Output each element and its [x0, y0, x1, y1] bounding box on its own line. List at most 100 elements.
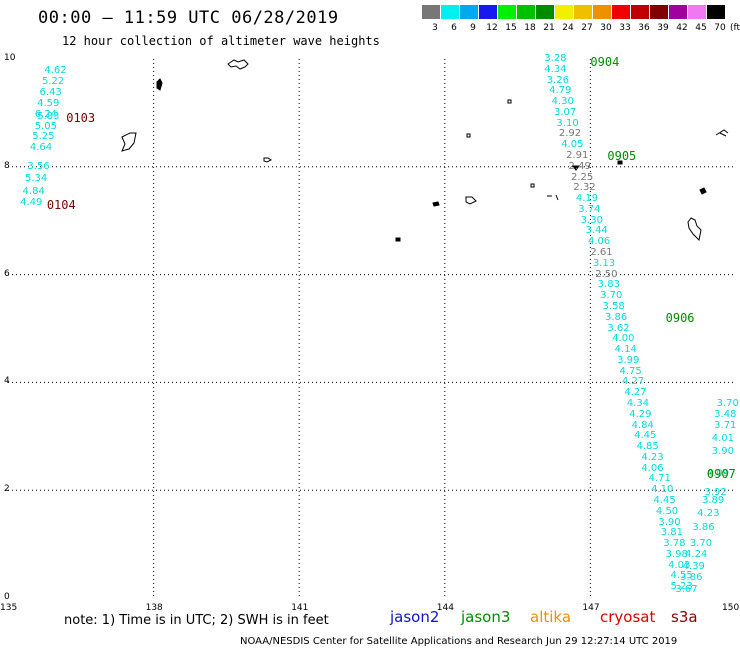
island: [121, 132, 137, 152]
credit-line: NOAA/NESDIS Center for Satellite Applica…: [240, 636, 678, 647]
lon-tick-label: 141: [291, 603, 309, 613]
wave-height-label: 3.62: [607, 322, 630, 334]
wave-height-label: 3.86: [604, 311, 628, 323]
scale-label: 42: [676, 23, 688, 33]
wave-height-label: 4.14: [614, 344, 637, 356]
wave-height-label: 4.62: [44, 64, 67, 76]
scale-swatch: [479, 5, 497, 19]
wave-height-label: 3.30: [580, 214, 603, 226]
wave-height-label: 4.29: [629, 408, 652, 420]
wave-height-label: 4.01: [711, 432, 734, 444]
scale-swatch: [612, 5, 630, 19]
wave-height-label: 4.30: [551, 96, 574, 108]
mission-legend-item: cryosat: [600, 608, 656, 626]
wave-height-label: 5.25: [32, 131, 55, 143]
mission-legend-item: jason3: [461, 608, 511, 626]
pass-label: 0906: [665, 310, 695, 325]
wave-height-label: 4.45: [653, 494, 676, 506]
wave-height-label: 4.27: [621, 376, 645, 388]
wave-height-label: 3.92: [704, 486, 727, 498]
scale-label: 39: [657, 23, 669, 33]
island: [466, 133, 471, 138]
lat-tick-label: 2: [4, 484, 10, 495]
scale-swatch: [631, 5, 649, 19]
mission-legend-item: jason2: [390, 608, 440, 626]
wave-height-label: 3.81: [660, 527, 684, 539]
wave-height-label: 5.23: [670, 581, 693, 593]
wave-height-label: 2.92: [558, 128, 582, 140]
wave-height-label: 4.34: [626, 397, 650, 409]
scale-swatch: [441, 5, 459, 19]
scale-label: 33: [619, 23, 631, 33]
wave-height-label: 4.45: [634, 430, 657, 442]
lat-tick-label: 4: [4, 376, 10, 387]
page-subtitle: 12 hour collection of altimeter wave hei…: [62, 34, 380, 48]
wave-height-label: 5.05: [34, 120, 57, 132]
scale-label: 6: [451, 23, 457, 33]
lat-tick-label: 10: [4, 53, 16, 63]
scale-swatch: [422, 5, 440, 19]
scale-label: 70: [714, 23, 726, 33]
wave-height-label: 4.03: [668, 559, 691, 571]
scale-swatch: [688, 5, 706, 19]
scale-swatch: [574, 5, 592, 19]
wave-height-label: 4.50: [655, 505, 679, 517]
scale-label: 12: [486, 23, 498, 33]
wave-height-label: 3.67: [675, 583, 698, 595]
wave-height-label: 5.83: [37, 111, 60, 123]
wave-height-label: 2.49: [568, 160, 591, 172]
wave-height-label: 4.75: [619, 365, 642, 377]
scale-label: 21: [543, 23, 555, 33]
wave-height-label: 2.61: [590, 247, 613, 259]
wave-height-label: 3.70: [716, 397, 739, 409]
wave-height-label: 3.70: [689, 538, 713, 550]
wave-height-label: 4.23: [697, 508, 720, 520]
wave-height-label: 3.83: [597, 279, 620, 291]
wave-height-label: 2.91: [566, 150, 589, 162]
lon-tick-label: 147: [582, 603, 600, 613]
scale-unit: (ft): [730, 23, 740, 33]
wave-height-label: 2.50: [595, 268, 618, 280]
island: [507, 99, 512, 104]
island: [465, 196, 477, 205]
wave-height-label: 3.13: [592, 257, 616, 269]
wave-height-label: 4.27: [624, 387, 647, 399]
wave-height-label: 3.71: [714, 419, 737, 431]
wave-height-label: 3.98: [665, 548, 688, 560]
wave-height-label: 3.90: [711, 446, 734, 458]
island: [227, 59, 249, 70]
scale-label: 30: [600, 23, 612, 33]
wave-height-label: 3.44: [585, 225, 608, 237]
scale-swatch: [536, 5, 554, 19]
wave-height-label: 6.43: [39, 86, 62, 98]
island: [530, 183, 535, 188]
scale-swatch: [460, 5, 478, 19]
island: [263, 157, 272, 163]
wave-height-label: 4.05: [561, 139, 584, 151]
wave-height-label: 4.19: [575, 193, 599, 205]
scale-swatch: [498, 5, 516, 19]
island: [715, 129, 729, 137]
wave-height-label: 3.58: [602, 300, 625, 312]
wave-height-label: 2.25: [570, 171, 594, 183]
scale-swatch: [593, 5, 611, 19]
wave-height-label: 4.55: [670, 570, 693, 582]
mission-legend-item: s3a: [671, 608, 698, 626]
wave-height-label: 3.78: [663, 538, 686, 550]
wave-height-label: 4.00: [612, 333, 635, 345]
wave-height-label: 3.89: [702, 494, 725, 506]
island: [572, 165, 580, 171]
wave-height-label: 5.22: [41, 76, 65, 88]
lon-tick-label: 138: [145, 603, 163, 613]
island: [687, 217, 702, 242]
wave-height-label: 3.26: [546, 74, 569, 86]
pass-label: 0907: [706, 467, 736, 482]
island: [547, 194, 559, 201]
wave-height-label: 4.84: [22, 185, 45, 197]
wave-height-label: 3.70: [600, 290, 623, 302]
scale-label: 18: [524, 23, 536, 33]
island: [395, 237, 401, 242]
lon-tick-label: 144: [436, 603, 454, 613]
wave-height-label: 4.64: [29, 141, 53, 153]
